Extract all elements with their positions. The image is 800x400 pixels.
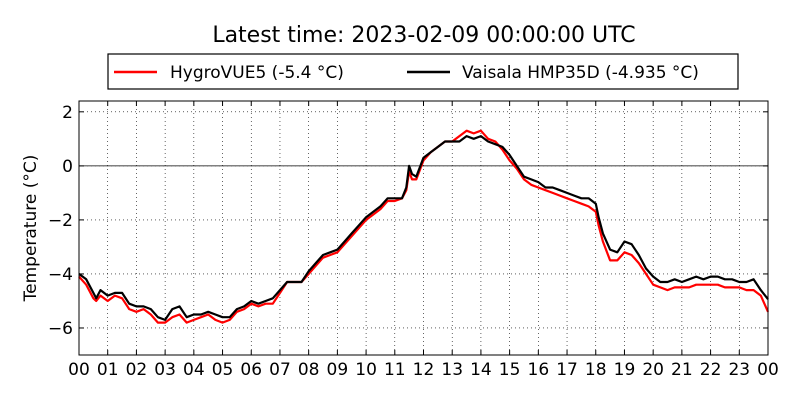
y-tick-label: −6 xyxy=(48,319,73,339)
x-tick-label: 22 xyxy=(700,360,722,380)
x-tick-label: 17 xyxy=(556,360,578,380)
series-line-hygrovue5 xyxy=(78,129,770,324)
x-tick-label: 09 xyxy=(327,360,349,380)
x-tick-label: 07 xyxy=(269,360,291,380)
x-tick-label: 23 xyxy=(728,360,750,380)
x-tick-label: 21 xyxy=(671,360,693,380)
x-tick-label: 00 xyxy=(68,360,90,380)
legend-label-vaisala: Vaisala HMP35D (-4.935 °C) xyxy=(462,63,699,83)
legend: HygroVUE5 (-5.4 °C) Vaisala HMP35D (-4.9… xyxy=(107,53,739,90)
x-tick-label: 10 xyxy=(355,360,377,380)
y-tick-label: −4 xyxy=(48,265,73,285)
y-axis-label: Temperature (°C) xyxy=(21,155,41,303)
y-axis-ticks: 2 0 −2 −4 −6 xyxy=(48,103,768,339)
x-tick-label: 05 xyxy=(212,360,234,380)
x-tick-label: 00 xyxy=(757,360,779,380)
x-tick-label: 18 xyxy=(585,360,607,380)
x-tick-label: 16 xyxy=(528,360,550,380)
y-tick-label: −2 xyxy=(48,211,73,231)
series-layer xyxy=(78,129,770,324)
x-tick-label: 14 xyxy=(470,360,492,380)
series-line-vaisala xyxy=(78,135,769,321)
legend-label-hygrovue5: HygroVUE5 (-5.4 °C) xyxy=(170,63,344,83)
x-tick-label: 12 xyxy=(413,360,435,380)
x-axis-ticks: 00 01 02 03 04 05 06 07 08 09 10 11 12 13 14 15 16 17 18 19… xyxy=(68,101,779,380)
x-tick-label: 03 xyxy=(154,360,176,380)
x-tick-label: 13 xyxy=(441,360,463,380)
x-tick-label: 15 xyxy=(499,360,521,380)
x-tick-label: 19 xyxy=(614,360,636,380)
y-tick-label: 0 xyxy=(62,157,73,177)
x-tick-label: 04 xyxy=(183,360,205,380)
x-tick-label: 01 xyxy=(97,360,119,380)
x-tick-label: 11 xyxy=(384,360,406,380)
chart-title: Latest time: 2023-02-09 00:00:00 UTC xyxy=(212,23,635,48)
x-tick-label: 06 xyxy=(240,360,262,380)
x-tick-label: 02 xyxy=(126,360,148,380)
y-tick-label: 2 xyxy=(62,103,73,123)
x-tick-label: 20 xyxy=(642,360,664,380)
x-tick-label: 08 xyxy=(298,360,320,380)
